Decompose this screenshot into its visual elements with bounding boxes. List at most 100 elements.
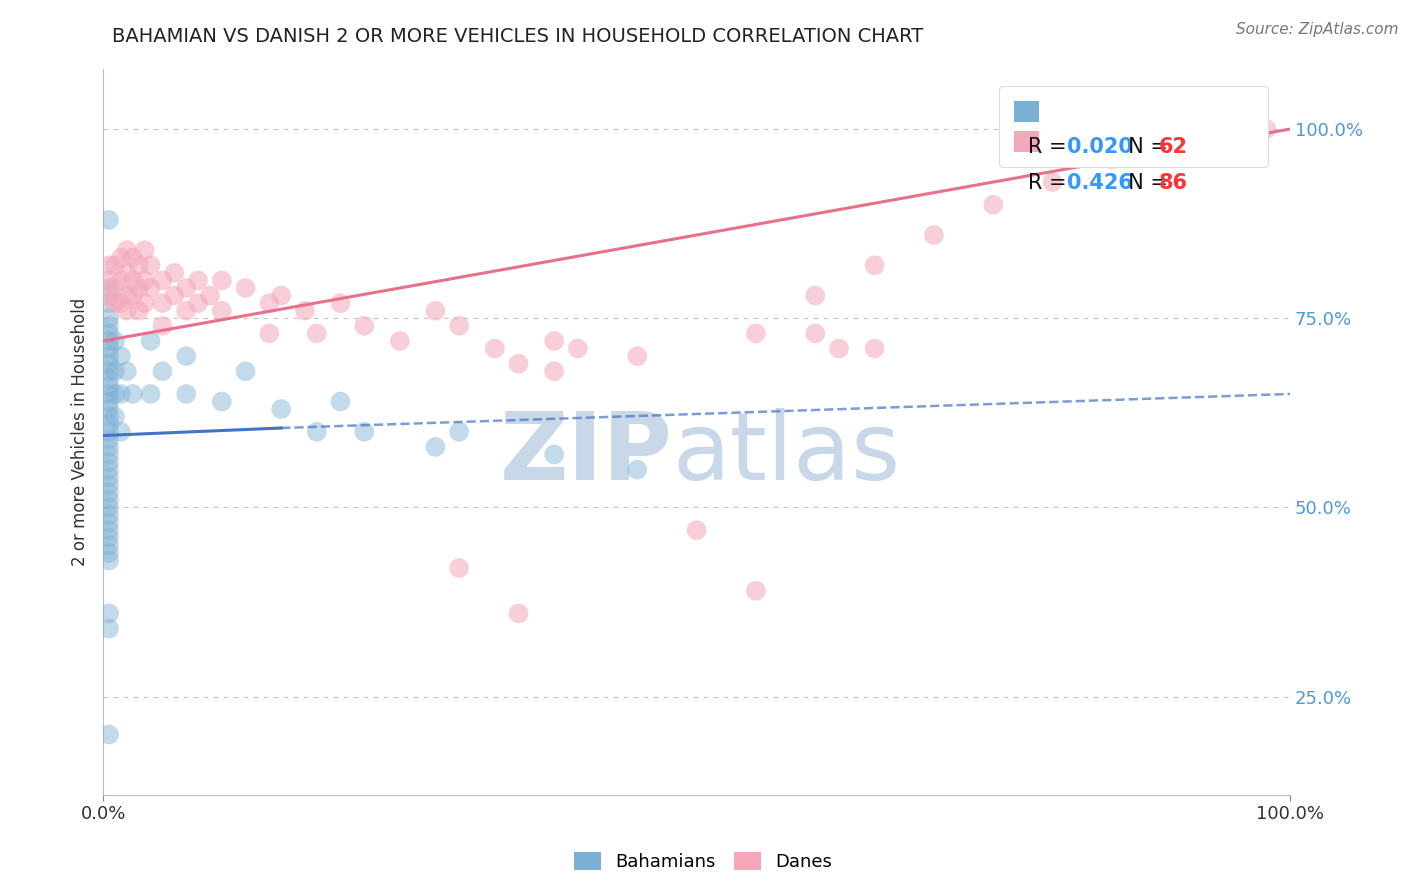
Point: [98, 440, 121, 454]
Point: [98, 433, 121, 447]
Text: atlas: atlas: [673, 408, 901, 500]
Text: R =: R =: [1028, 137, 1073, 157]
Point: [98, 372, 121, 386]
Point: [425, 440, 447, 454]
Point: [211, 394, 233, 409]
Point: [353, 318, 375, 333]
Point: [1042, 175, 1064, 189]
Y-axis label: 2 or more Vehicles in Household: 2 or more Vehicles in Household: [72, 298, 89, 566]
Point: [305, 326, 328, 341]
Point: [174, 303, 197, 318]
Point: [98, 296, 121, 310]
Text: 62: 62: [1159, 137, 1187, 157]
Point: [98, 364, 121, 378]
Point: [259, 326, 281, 341]
Text: 0.426: 0.426: [1067, 172, 1133, 193]
Legend: Bahamians, Danes: Bahamians, Danes: [567, 845, 839, 879]
Point: [134, 243, 156, 257]
Point: [134, 296, 156, 310]
Point: [449, 561, 471, 575]
Point: [98, 477, 121, 491]
Point: [863, 258, 886, 272]
Point: [1219, 129, 1241, 144]
Point: [98, 546, 121, 560]
Point: [305, 425, 328, 439]
Point: [98, 402, 121, 417]
Point: [211, 273, 233, 287]
Point: [98, 531, 121, 545]
Point: [98, 516, 121, 530]
Point: [187, 296, 209, 310]
Point: [1160, 145, 1182, 159]
Point: [98, 607, 121, 621]
Point: [98, 622, 121, 636]
Point: [294, 303, 316, 318]
Point: [484, 342, 506, 356]
Point: [98, 357, 121, 371]
Point: [685, 523, 707, 537]
Point: [828, 342, 851, 356]
Point: [110, 273, 132, 287]
Point: [235, 281, 257, 295]
Text: N =: N =: [1115, 172, 1174, 193]
Point: [98, 508, 121, 522]
Point: [508, 357, 530, 371]
Point: [98, 311, 121, 326]
Point: [110, 296, 132, 310]
Point: [163, 266, 186, 280]
Point: [98, 379, 121, 393]
Text: BAHAMIAN VS DANISH 2 OR MORE VEHICLES IN HOUSEHOLD CORRELATION CHART: BAHAMIAN VS DANISH 2 OR MORE VEHICLES IN…: [112, 27, 924, 45]
Point: [543, 334, 565, 348]
Point: [98, 485, 121, 500]
Point: [139, 334, 162, 348]
Point: [425, 303, 447, 318]
Text: Source: ZipAtlas.com: Source: ZipAtlas.com: [1236, 22, 1399, 37]
Point: [152, 296, 174, 310]
Point: [115, 303, 138, 318]
Point: [110, 387, 132, 401]
Point: [922, 227, 945, 242]
Point: [211, 303, 233, 318]
Point: [508, 607, 530, 621]
Point: [543, 364, 565, 378]
Point: [139, 281, 162, 295]
Text: 86: 86: [1159, 172, 1187, 193]
Point: [98, 417, 121, 432]
Point: [187, 273, 209, 287]
Point: [543, 448, 565, 462]
Point: [98, 523, 121, 537]
Point: [98, 281, 121, 295]
Point: [110, 349, 132, 363]
Point: [804, 288, 827, 302]
Point: [329, 394, 352, 409]
Point: [104, 334, 127, 348]
Point: [134, 273, 156, 287]
Point: [353, 425, 375, 439]
Point: [104, 258, 127, 272]
Point: [121, 288, 143, 302]
Point: [98, 462, 121, 476]
Point: [388, 334, 411, 348]
Point: [128, 258, 150, 272]
Point: [98, 470, 121, 484]
Point: [115, 266, 138, 280]
Point: [98, 500, 121, 515]
Point: [449, 318, 471, 333]
Point: [152, 318, 174, 333]
Point: [104, 387, 127, 401]
Point: [104, 364, 127, 378]
Point: [163, 288, 186, 302]
Point: [174, 349, 197, 363]
Point: [110, 425, 132, 439]
Point: [139, 387, 162, 401]
Point: [121, 251, 143, 265]
Point: [174, 281, 197, 295]
Point: [863, 342, 886, 356]
Point: [98, 288, 121, 302]
Point: [98, 394, 121, 409]
Point: [98, 553, 121, 567]
Point: [804, 326, 827, 341]
Point: [329, 296, 352, 310]
Point: [449, 425, 471, 439]
Point: [270, 288, 292, 302]
